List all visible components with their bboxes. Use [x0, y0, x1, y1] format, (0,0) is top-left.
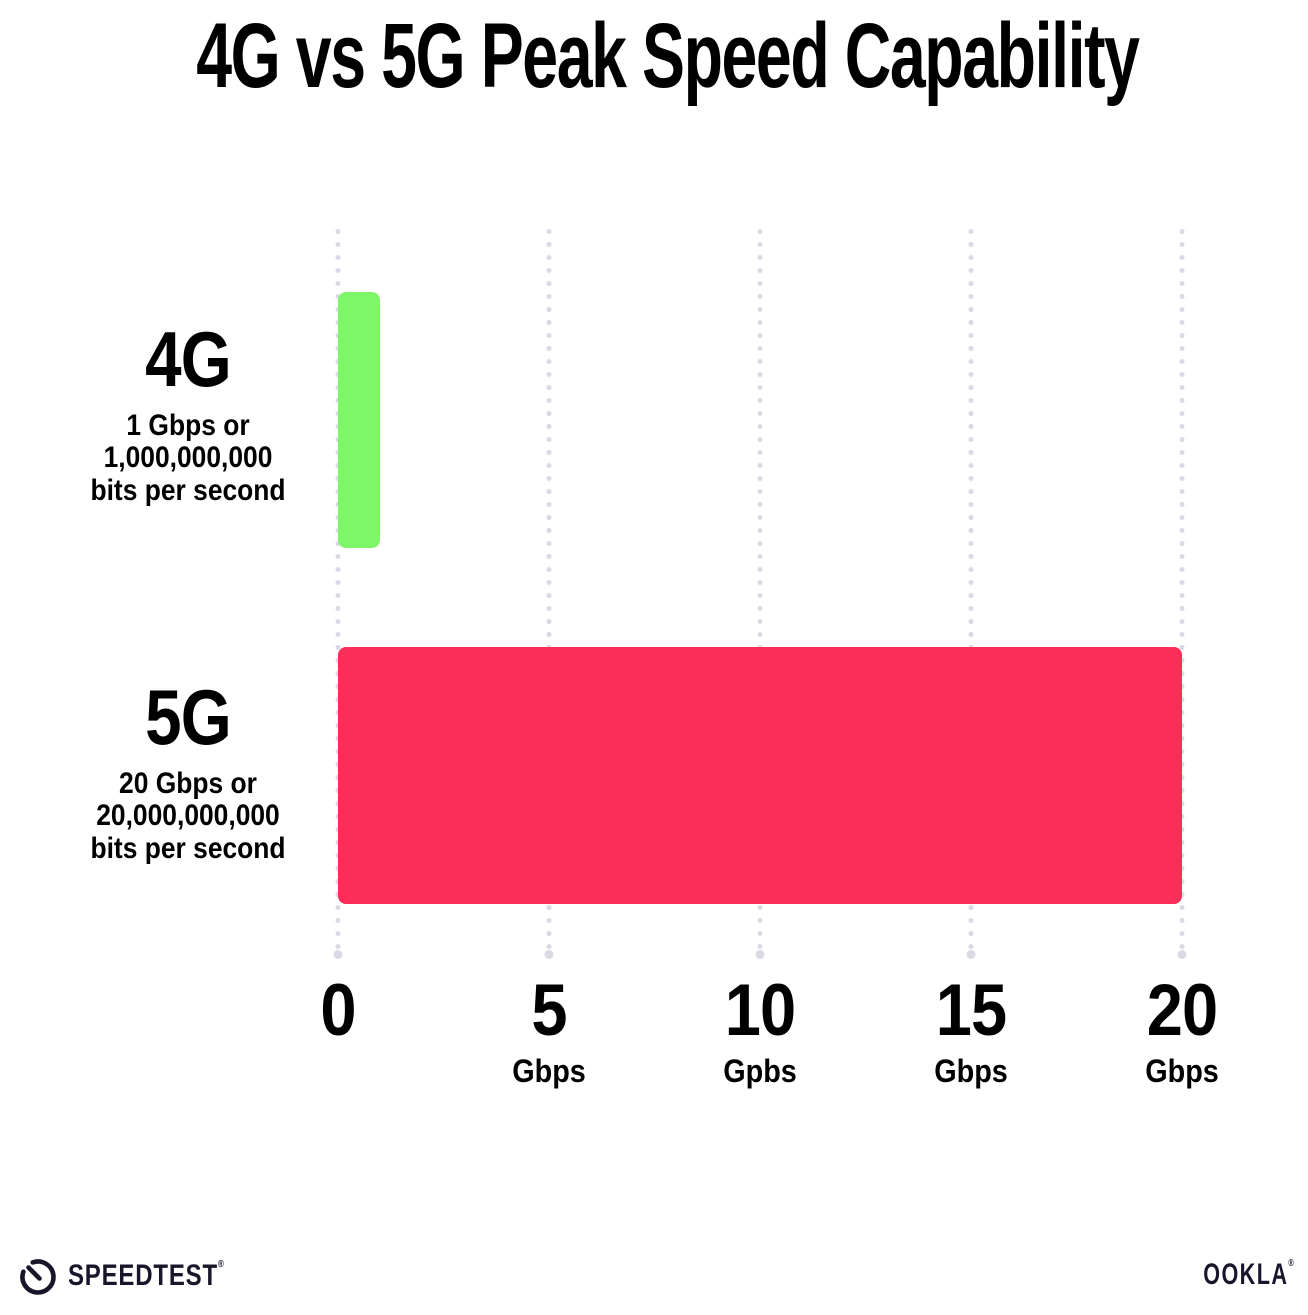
ookla-logo: OOKLA®: [1168, 1258, 1294, 1292]
sublabel-line: 20,000,000,000: [96, 799, 280, 833]
bar-5g: [338, 647, 1182, 904]
gridline-20: [1179, 225, 1185, 955]
speedtest-logo: SPEEDTEST®: [18, 1254, 263, 1298]
tick-unit: Gpbs: [723, 1053, 797, 1089]
tick-value: 15: [935, 970, 1007, 1051]
ookla-wordmark: OOKLA®: [1203, 1258, 1294, 1291]
sublabel-line: bits per second: [90, 831, 286, 865]
axis-tick-15: 15 Gbps: [861, 974, 1081, 1087]
tick-unit: Gbps: [512, 1053, 586, 1089]
gridline-10: [757, 225, 763, 955]
trademark-symbol: ®: [1288, 1258, 1294, 1269]
axis-tick-5: 5 Gbps: [439, 974, 659, 1087]
chart-title: 4G vs 5G Peak Speed Capability: [196, 5, 1140, 107]
plot-area: [335, 225, 1185, 955]
gridline-0: [335, 225, 341, 955]
category-label-5g: 5G 20 Gbps or 20,000,000,000 bits per se…: [40, 678, 336, 865]
sublabel-line: bits per second: [90, 473, 286, 507]
bar-4g: [338, 292, 380, 548]
category-sublabel: 1 Gbps or 1,000,000,000 bits per second: [58, 409, 318, 507]
speedtest-wordmark: SPEEDTEST®: [68, 1259, 224, 1292]
sublabel-line: 20 Gbps or: [119, 767, 257, 800]
tick-unit: Gbps: [1145, 1053, 1219, 1089]
category-name: 4G: [145, 315, 232, 403]
category-sublabel: 20 Gbps or 20,000,000,000 bits per secon…: [58, 767, 318, 865]
tick-unit: [239, 1055, 437, 1087]
sublabel-line: 1 Gbps or: [126, 409, 250, 442]
speedometer-icon: [20, 1259, 56, 1295]
tick-value: 20: [1146, 970, 1218, 1051]
axis-tick-10: 10 Gpbs: [650, 974, 870, 1087]
tick-value: 10: [724, 970, 796, 1051]
category-label-4g: 4G 1 Gbps or 1,000,000,000 bits per seco…: [40, 320, 336, 507]
axis-tick-0: 0: [228, 974, 448, 1087]
axis-tick-20: 20 Gbps: [1072, 974, 1292, 1087]
tick-value: 0: [320, 970, 356, 1051]
trademark-symbol: ®: [217, 1259, 224, 1270]
gridline-5: [546, 225, 552, 955]
tick-unit: Gbps: [934, 1053, 1008, 1089]
tick-value: 5: [531, 970, 567, 1051]
category-name: 5G: [145, 673, 232, 761]
sublabel-line: 1,000,000,000: [103, 441, 273, 475]
gridline-15: [968, 225, 974, 955]
